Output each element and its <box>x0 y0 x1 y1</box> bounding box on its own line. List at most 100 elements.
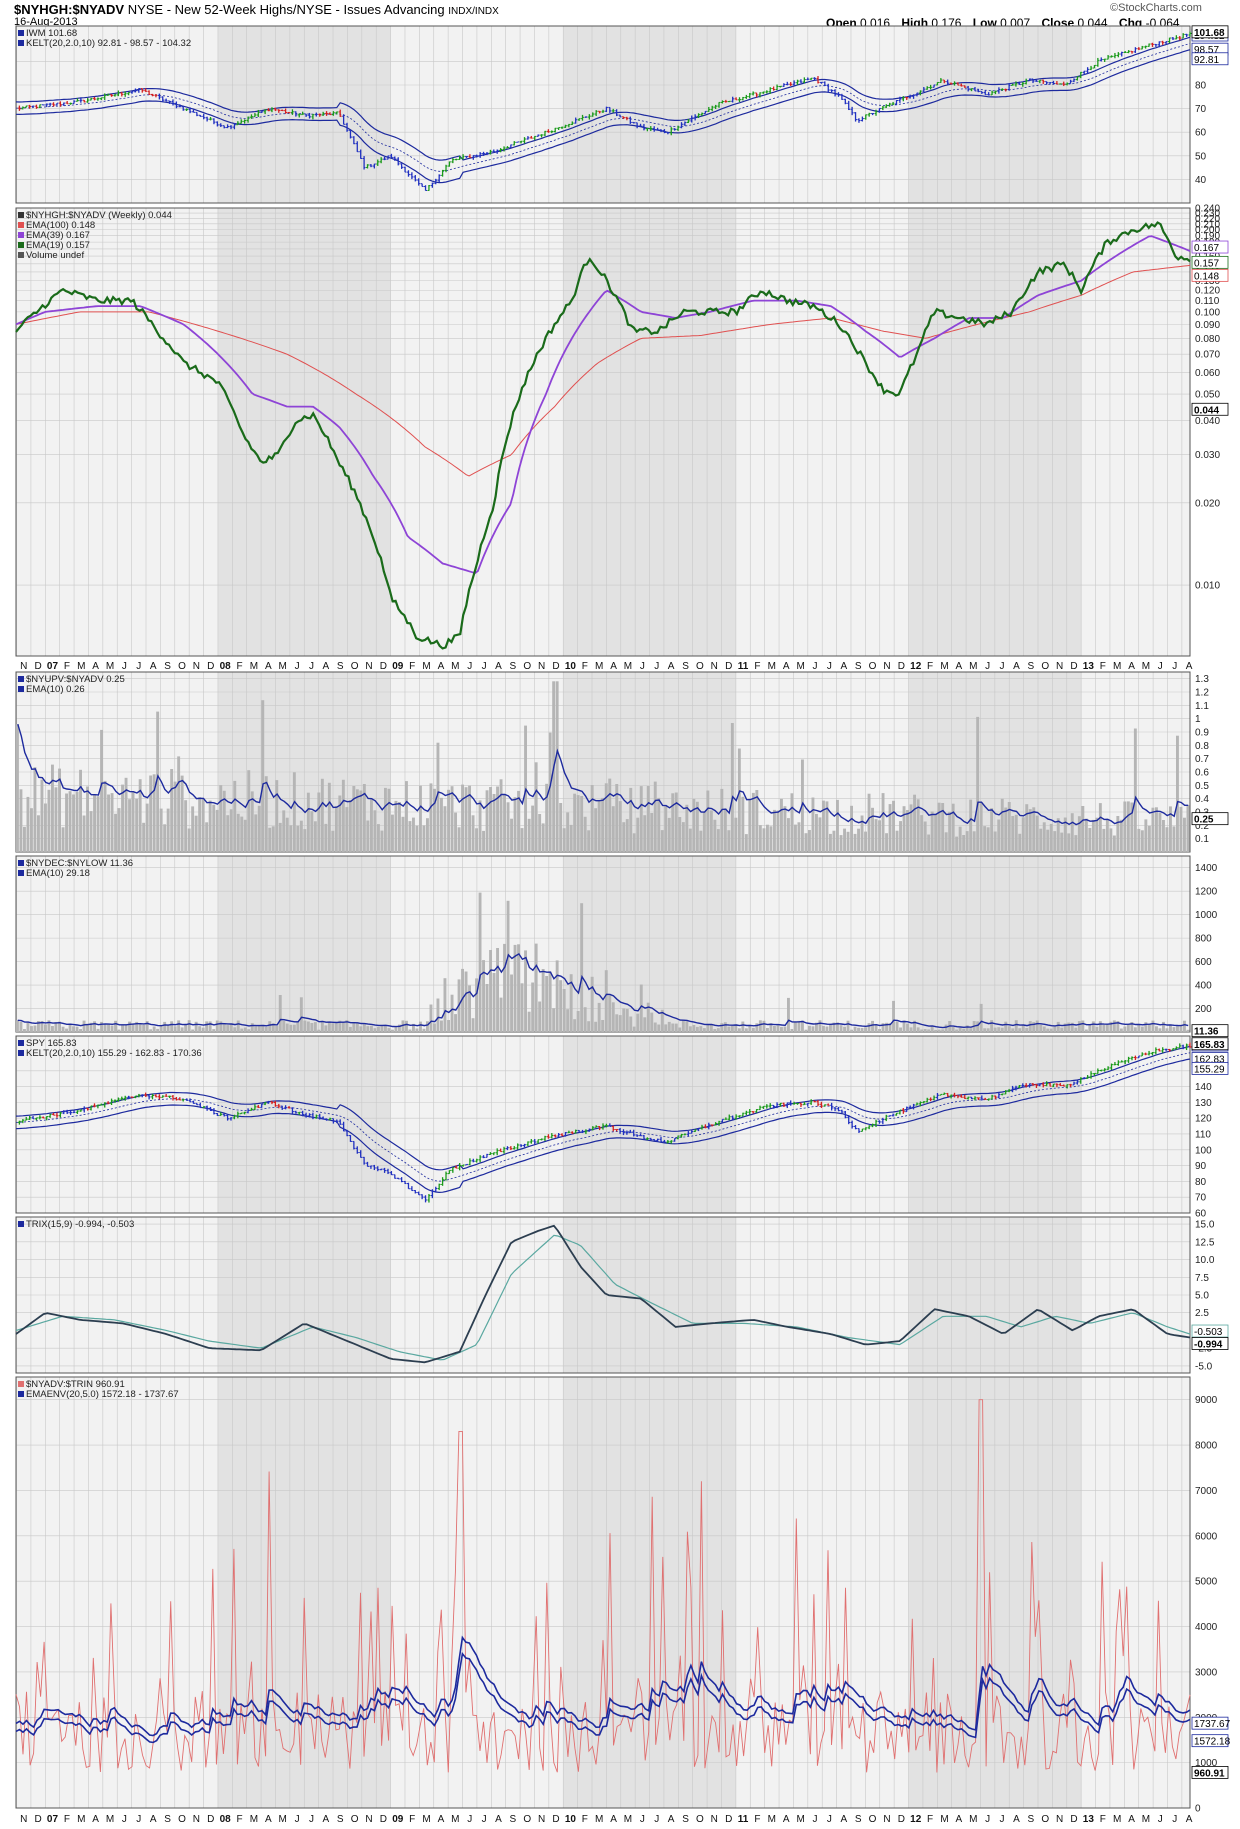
price-bar <box>82 99 86 103</box>
volume-bar <box>555 960 559 1032</box>
last-value-box <box>1191 52 1229 66</box>
price-bar <box>151 1093 155 1100</box>
price-bar <box>1089 1071 1093 1079</box>
price-bar <box>48 102 52 107</box>
price-bar <box>157 1094 161 1100</box>
y-tick-label: 200 <box>1195 1004 1212 1015</box>
x-tick-label: F <box>582 1814 588 1825</box>
x-tick-label: J <box>654 661 659 672</box>
price-bar <box>82 1106 86 1113</box>
volume-bar <box>110 793 114 852</box>
price-bar <box>123 1095 127 1101</box>
price-bar <box>1178 1043 1182 1049</box>
price-bar <box>717 101 721 108</box>
price-bar <box>881 105 885 111</box>
volume-bar <box>275 780 279 852</box>
price-bar <box>758 92 762 98</box>
x-tick-label: N <box>20 1814 27 1825</box>
volume-bar <box>1109 1021 1113 1032</box>
price-bar <box>294 111 298 117</box>
price-bar <box>253 1104 257 1111</box>
volume-bar <box>846 1020 850 1032</box>
volume-bar <box>1056 818 1060 852</box>
price-bar <box>980 1095 984 1101</box>
y-tick-label: 0.120 <box>1195 286 1220 297</box>
volume-bar <box>741 796 745 852</box>
price-bar <box>1127 1056 1131 1063</box>
volume-bar <box>201 798 205 852</box>
volume-bar <box>850 805 853 852</box>
volume-bar <box>776 1024 780 1032</box>
x-tick-label: O <box>351 661 359 672</box>
legend-swatch <box>18 686 24 692</box>
volume-bar <box>923 1029 927 1032</box>
price-bar <box>202 1106 206 1109</box>
price-bar <box>987 1098 991 1101</box>
price-bar <box>181 105 185 111</box>
price-bar <box>410 172 414 180</box>
volume-bar <box>741 1021 745 1032</box>
price-bar <box>550 1133 554 1139</box>
price-bar <box>560 1133 564 1137</box>
price-bar <box>21 106 25 110</box>
price-bar <box>65 101 69 105</box>
volume-bar <box>993 831 997 852</box>
x-tick-label: M <box>624 1814 632 1825</box>
volume-bar <box>398 1024 401 1032</box>
volume-bar <box>1067 1022 1071 1032</box>
volume-bar <box>405 1020 408 1032</box>
price-bar <box>963 85 967 88</box>
x-tick-label: M <box>250 661 258 672</box>
volume-bar <box>373 1028 377 1032</box>
x-tick-label: A <box>668 661 675 672</box>
price-bar <box>976 88 980 93</box>
price-bar <box>676 125 680 131</box>
volume-bar <box>1147 825 1151 852</box>
volume-bar <box>587 830 591 852</box>
volume-bar <box>794 824 797 852</box>
price-bar <box>806 1102 810 1107</box>
volume-bar <box>906 1023 909 1032</box>
price-bar <box>308 112 311 119</box>
volume-bar <box>1105 818 1109 852</box>
price-bar <box>311 1112 315 1120</box>
x-tick-label: M <box>77 661 85 672</box>
price-bar <box>724 99 728 103</box>
price-bar <box>686 1131 690 1137</box>
price-bar <box>707 106 711 112</box>
volume-bar <box>138 1023 142 1032</box>
volume-bar <box>1021 817 1025 852</box>
y-tick-label: 70 <box>1195 1193 1207 1204</box>
volume-bar <box>1119 1028 1123 1032</box>
price-bar <box>137 88 141 93</box>
price-bar <box>1038 79 1042 84</box>
price-bar <box>1065 1084 1069 1089</box>
volume-bar <box>398 802 401 852</box>
y-tick-label: 1.2 <box>1195 688 1209 699</box>
volume-bar <box>362 784 366 852</box>
x-tick-label: 11 <box>738 1814 749 1825</box>
price-bar <box>396 1177 400 1180</box>
y-tick-label: 7000 <box>1195 1486 1218 1497</box>
price-bar <box>512 141 516 146</box>
volume-bar <box>489 787 492 852</box>
price-bar <box>174 1096 178 1101</box>
volume-bar <box>758 1020 762 1032</box>
volume-bar <box>415 1028 419 1032</box>
volume-bar <box>944 1024 948 1032</box>
volume-bar <box>261 1025 265 1032</box>
volume-bar <box>520 828 524 852</box>
price-bar <box>642 1134 646 1140</box>
price-bar <box>632 1129 636 1137</box>
volume-bar <box>310 1023 314 1032</box>
volume-bar <box>173 781 177 852</box>
price-bar <box>662 129 666 134</box>
volume-bar <box>597 800 601 852</box>
volume-bar <box>832 830 836 852</box>
volume-bar <box>916 799 920 852</box>
volume-bar <box>44 803 47 852</box>
price-bar <box>352 1140 356 1150</box>
price-bar <box>509 144 513 148</box>
legend-entry: $NYADV:$TRIN 960.91 <box>26 1379 125 1390</box>
price-bar <box>993 1095 997 1100</box>
